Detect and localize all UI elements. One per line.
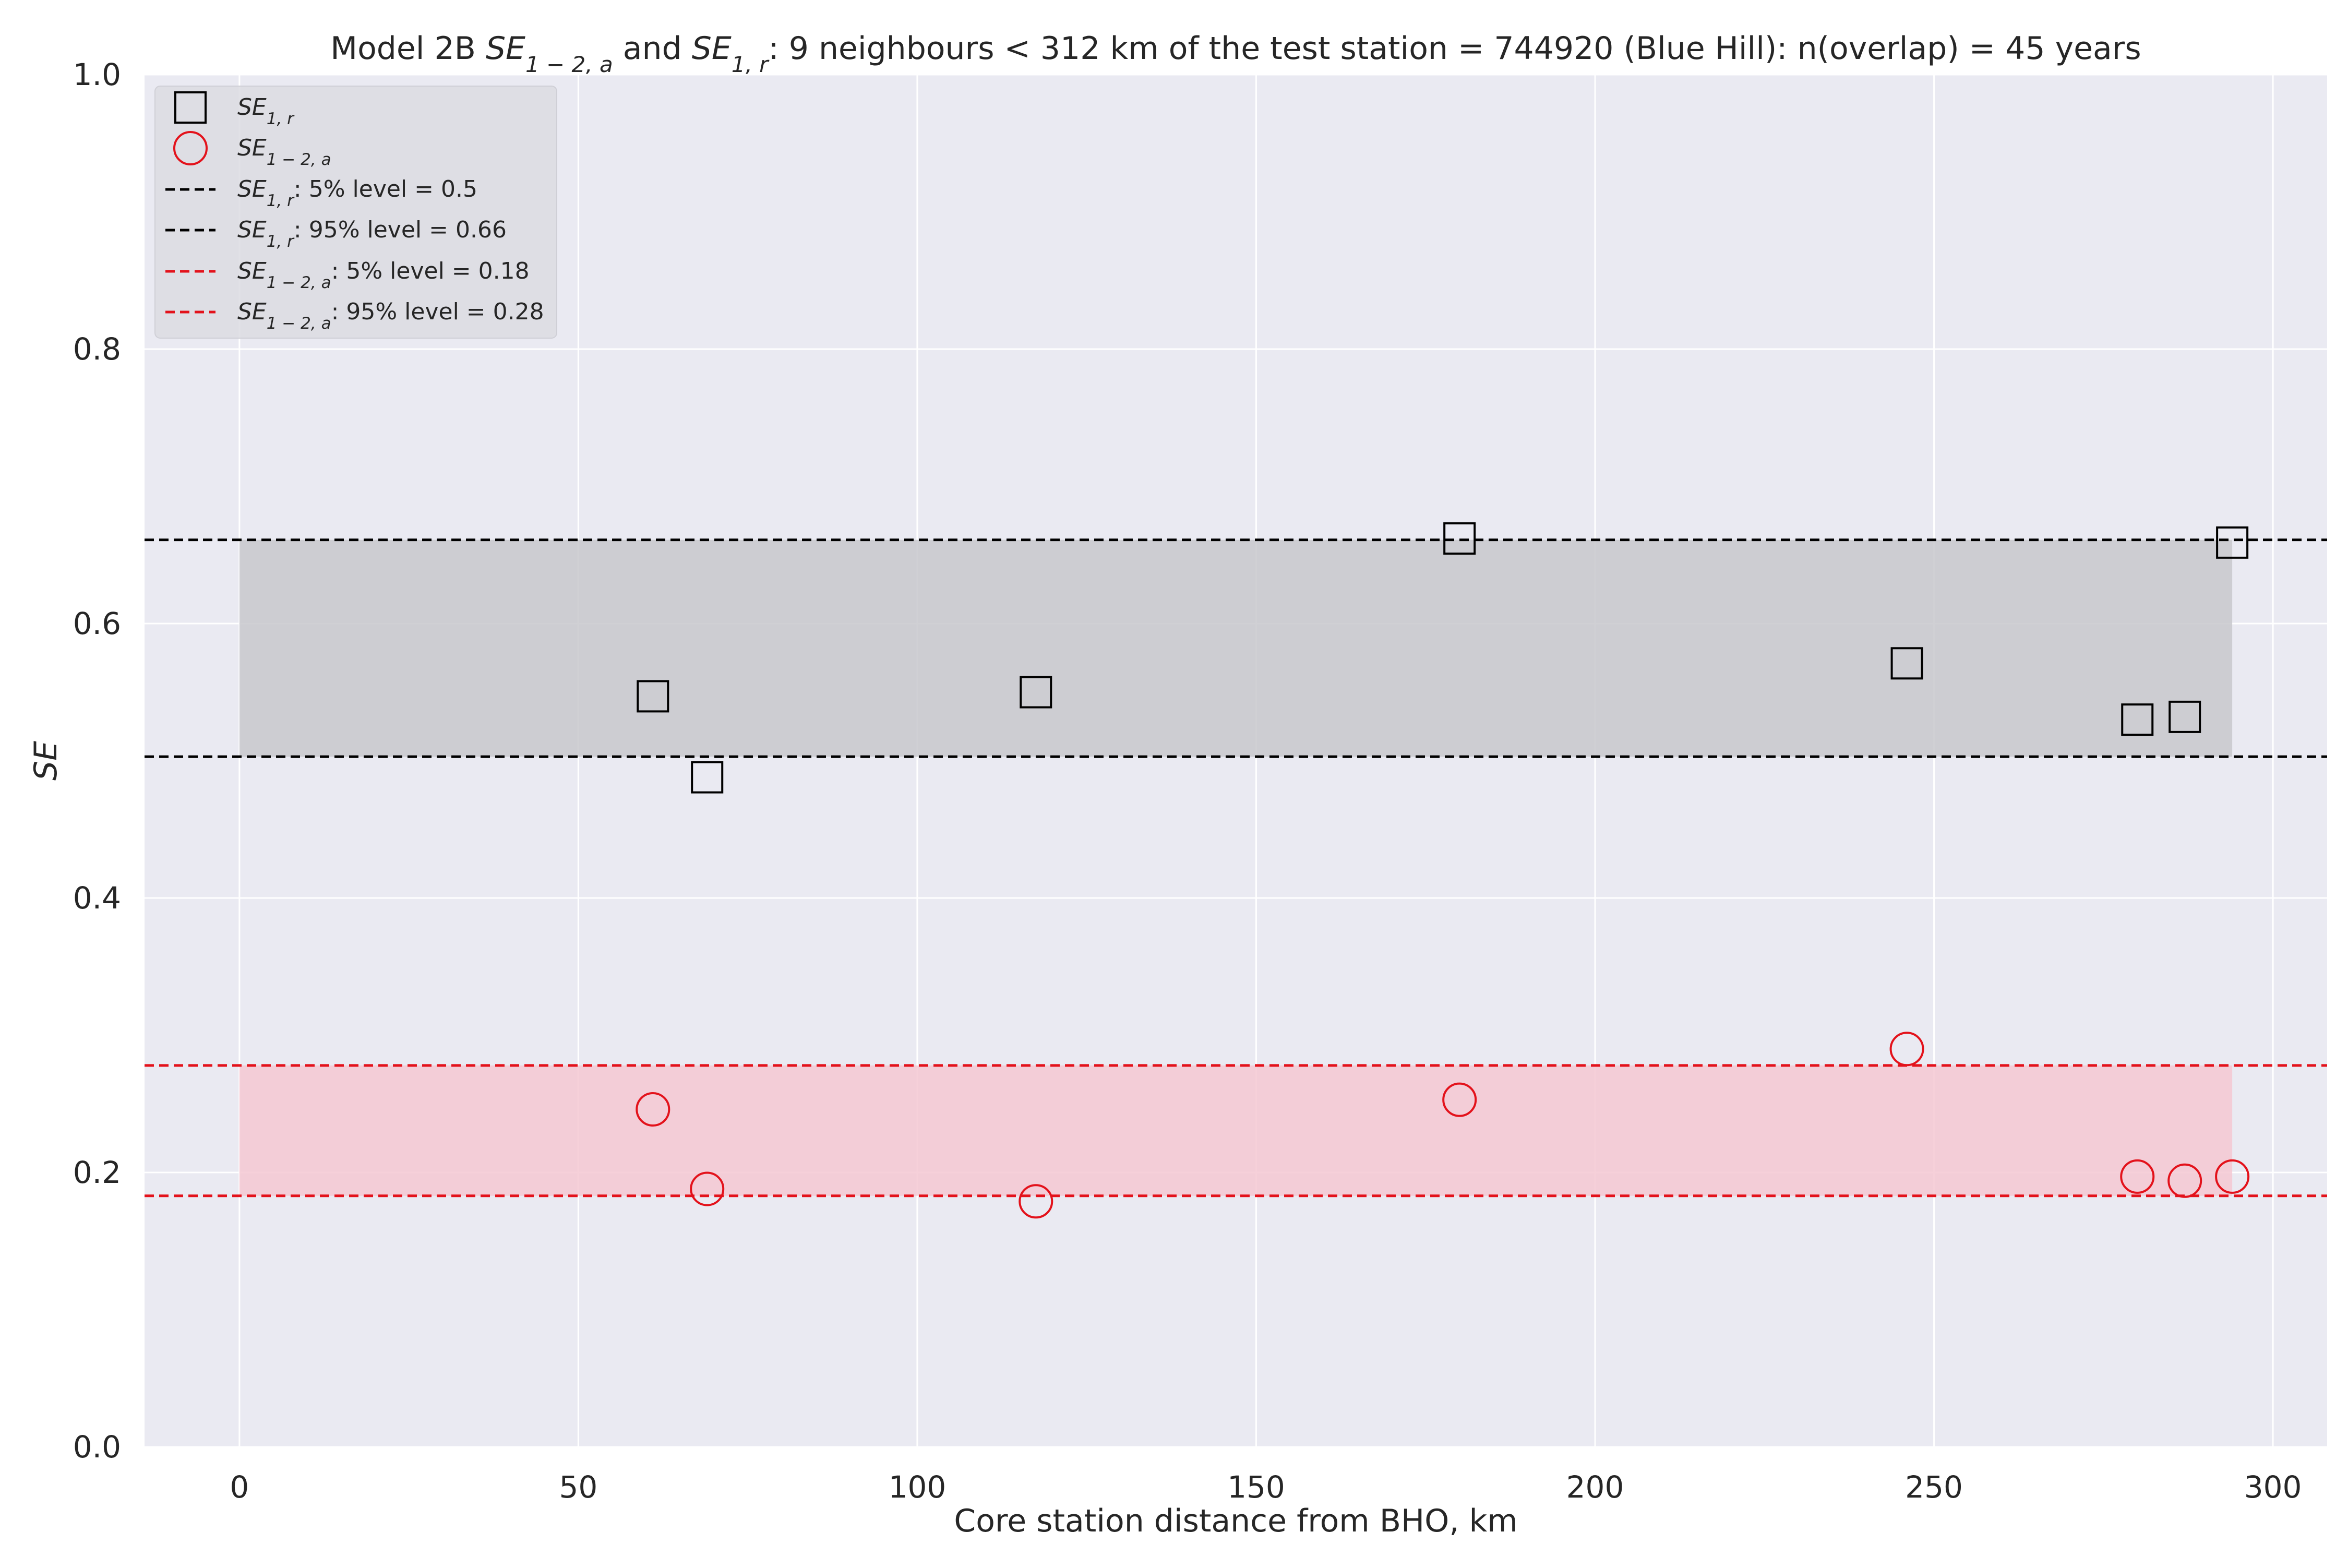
legend-handle-se-a (173, 131, 208, 165)
se-r-point-6 (2169, 700, 2201, 733)
x-tick-label-5: 250 (1905, 1469, 1963, 1505)
ticks: 0 50 100 150 200 250 300 0.0 0.2 0.4 0.6 0.8 1.0 (73, 57, 2302, 1505)
se-a-point-4 (1889, 1032, 1924, 1067)
se-a-point-2 (1019, 1184, 1053, 1219)
chart-title-group: Model 2B SE1 − 2, a and SE1, r: 9 neighb… (330, 30, 2141, 77)
reference-lines (145, 538, 2327, 1198)
y-tick-label-2: 0.4 (73, 880, 121, 916)
legend-label-line-0: SE1, r: 5% level = 0.5 (237, 176, 477, 210)
y-axis-label: SE (28, 741, 64, 781)
se-r-point-0 (637, 680, 669, 713)
se-a-point-5 (2120, 1159, 2155, 1194)
se-r-point-1 (691, 761, 724, 794)
se-r-point-2 (1020, 676, 1052, 709)
bands (239, 540, 2233, 1196)
x-tick-label-6: 300 (2244, 1469, 2302, 1505)
y-tick-label-5: 1.0 (73, 57, 121, 92)
band-0 (239, 540, 2233, 757)
legend-label-line-3: SE1 − 2, a: 95% level = 0.28 (237, 298, 544, 333)
y-tick-label-4: 0.8 (73, 331, 121, 367)
legend-handle-se-r (174, 91, 207, 124)
legend: SE1, r SE1 − 2, a SE1, r: 5% level = 0.5 SE… (154, 86, 557, 339)
markers (636, 522, 2250, 1219)
y-tick-label-1: 0.2 (73, 1155, 121, 1190)
legend-box (154, 86, 557, 339)
x-tick-label-0: 0 (230, 1469, 249, 1505)
x-axis-label: Core station distance from BHO, km (954, 1503, 1517, 1539)
se-r-point-3 (1443, 522, 1476, 555)
se-a-point-3 (1442, 1082, 1477, 1117)
x-tick-label-2: 100 (889, 1469, 947, 1505)
se-r-point-5 (2121, 703, 2154, 736)
axis-labels: Core station distance from BHO, km SE (28, 741, 1518, 1539)
se-a-point-0 (636, 1092, 670, 1127)
x-tick-label-3: 150 (1227, 1469, 1285, 1505)
legend-label-line-1: SE1, r: 95% level = 0.66 (237, 217, 507, 251)
legend-label-line-2: SE1 − 2, a: 5% level = 0.18 (237, 258, 530, 292)
se-a-point-1 (690, 1171, 725, 1206)
legend-label-series-1: SE1 − 2, a (237, 135, 331, 169)
se-r-point-4 (1890, 647, 1923, 680)
y-tick-label-0: 0.0 (73, 1429, 121, 1465)
legend-label-series-0: SE1, r (237, 94, 295, 128)
x-tick-label-1: 50 (559, 1469, 597, 1505)
chart-title: Model 2B SE1 − 2, a and SE1, r: 9 neighb… (330, 30, 2141, 77)
se-a-point-7 (2215, 1159, 2250, 1194)
x-tick-label-4: 200 (1566, 1469, 1624, 1505)
se-a-point-6 (2167, 1163, 2202, 1198)
band-1 (239, 1065, 2233, 1196)
se-r-point-7 (2216, 526, 2249, 559)
y-tick-label-3: 0.6 (73, 606, 121, 641)
